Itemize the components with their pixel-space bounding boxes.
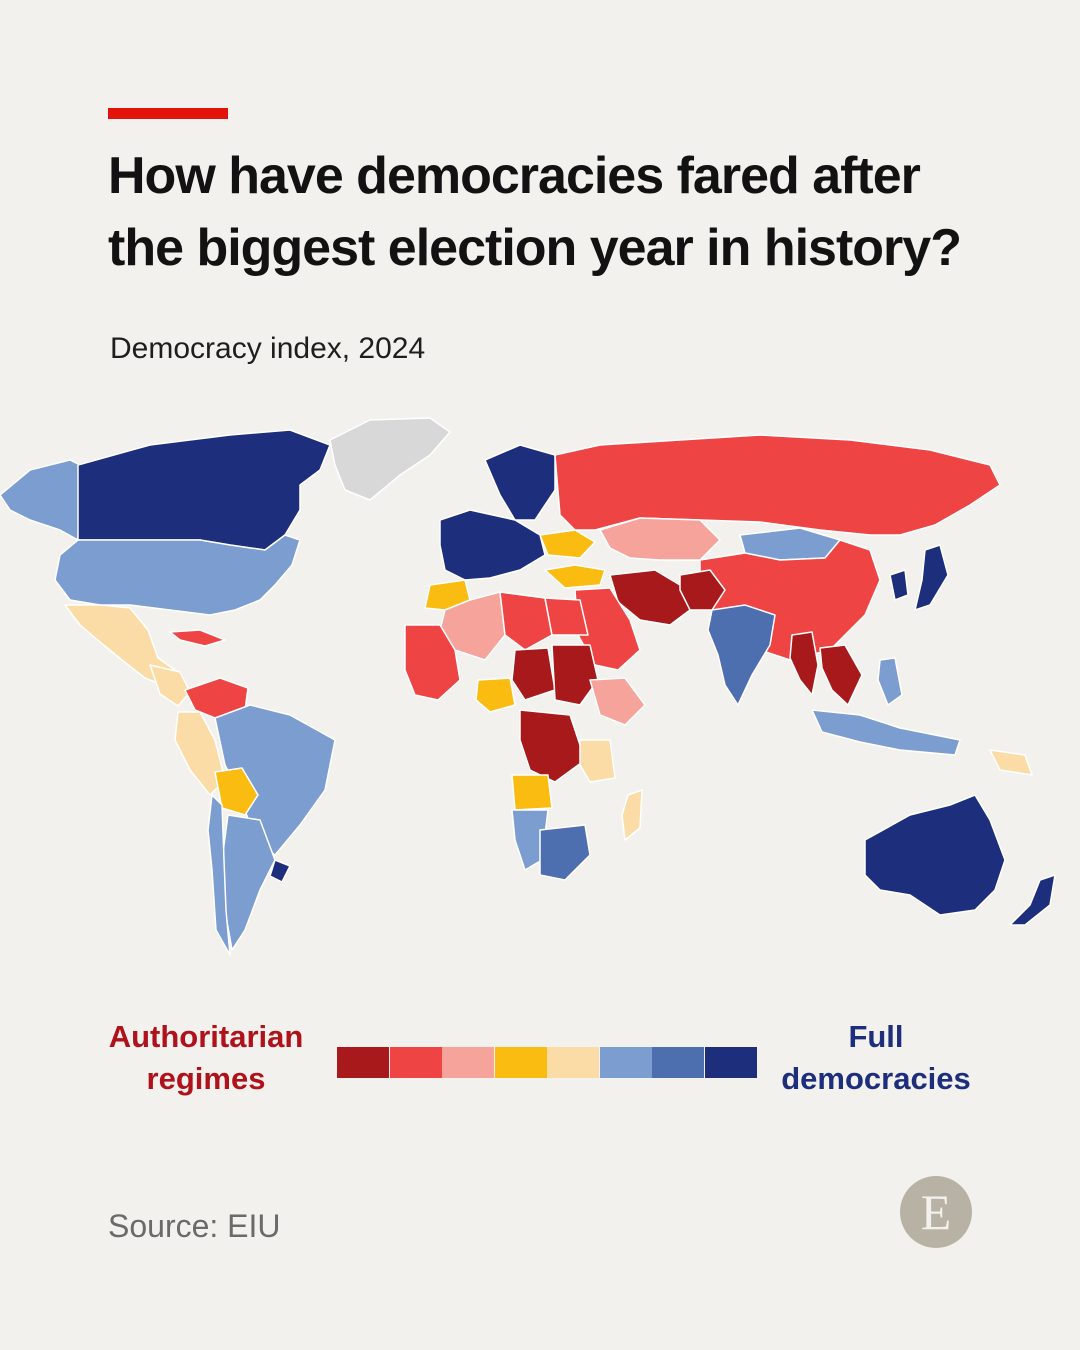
world-map — [0, 417, 1056, 956]
region-uruguay — [269, 859, 291, 883]
region-alaska — [0, 459, 81, 541]
region-central-america — [149, 664, 191, 707]
region-new-zealand — [1009, 874, 1056, 926]
region-kazakhstan — [599, 517, 721, 561]
region-ukraine — [539, 529, 596, 559]
title-line-2: the biggest election year in history? — [108, 219, 962, 277]
region-myanmar — [789, 631, 819, 696]
region-chad — [511, 647, 556, 701]
legend-right-line-2: democracies — [781, 1061, 971, 1096]
scale-swatch-1 — [337, 1047, 389, 1078]
region-indonesia — [811, 709, 961, 756]
region-chile — [207, 794, 231, 956]
region-tanzania — [579, 739, 616, 783]
title-line-1: How have democracies fared after — [108, 147, 921, 205]
region-iran — [609, 569, 691, 626]
region-namibia — [511, 809, 549, 871]
publisher-logo: E — [900, 1176, 972, 1248]
region-australia — [864, 794, 1006, 916]
scale-swatch-3 — [442, 1047, 494, 1078]
source-note: Source: EIU — [108, 1208, 281, 1244]
region-south-africa — [539, 824, 591, 881]
scale-swatch-2 — [389, 1047, 442, 1078]
region-scandinavia — [484, 444, 556, 521]
region-nigeria — [475, 677, 516, 713]
chart-title: How have democracies fared after the big… — [108, 140, 988, 284]
region-papua-new-guinea — [989, 749, 1033, 776]
legend-right-line-1: Full — [848, 1019, 904, 1054]
region-egypt — [544, 597, 589, 636]
region-libya — [499, 591, 553, 651]
region-japan — [914, 544, 949, 611]
accent-bar — [108, 108, 228, 119]
legend-full-democracy-label: Full democracies — [760, 1016, 992, 1100]
region-sudan — [551, 644, 599, 706]
region-korea — [889, 569, 909, 601]
region-bolivia — [214, 767, 259, 816]
scale-swatch-5 — [547, 1047, 599, 1078]
region-cuba — [169, 629, 226, 647]
region-greenland — [329, 417, 451, 501]
region-canada — [77, 429, 331, 551]
region-ethiopia — [589, 677, 646, 726]
region-philippines — [877, 657, 903, 706]
region-southeast-asia — [819, 644, 863, 706]
region-madagascar — [621, 789, 643, 841]
region-angola — [511, 774, 553, 811]
legend-left-line-1: Authoritarian — [108, 1019, 304, 1054]
scale-swatch-8 — [704, 1047, 757, 1078]
chart-subtitle: Democracy index, 2024 — [110, 332, 426, 365]
legend-authoritarian-label: Authoritarian regimes — [90, 1016, 322, 1100]
region-west-africa — [404, 624, 461, 701]
region-western-europe — [439, 509, 546, 581]
legend-left-line-2: regimes — [146, 1061, 266, 1096]
color-scale — [337, 1047, 757, 1078]
region-turkey — [544, 564, 606, 589]
region-india — [707, 604, 776, 706]
region-drc — [519, 709, 586, 783]
scale-swatch-6 — [599, 1047, 652, 1078]
region-russia — [554, 434, 1001, 536]
scale-swatch-7 — [652, 1047, 704, 1078]
scale-swatch-4 — [494, 1047, 547, 1078]
region-usa — [54, 534, 301, 616]
